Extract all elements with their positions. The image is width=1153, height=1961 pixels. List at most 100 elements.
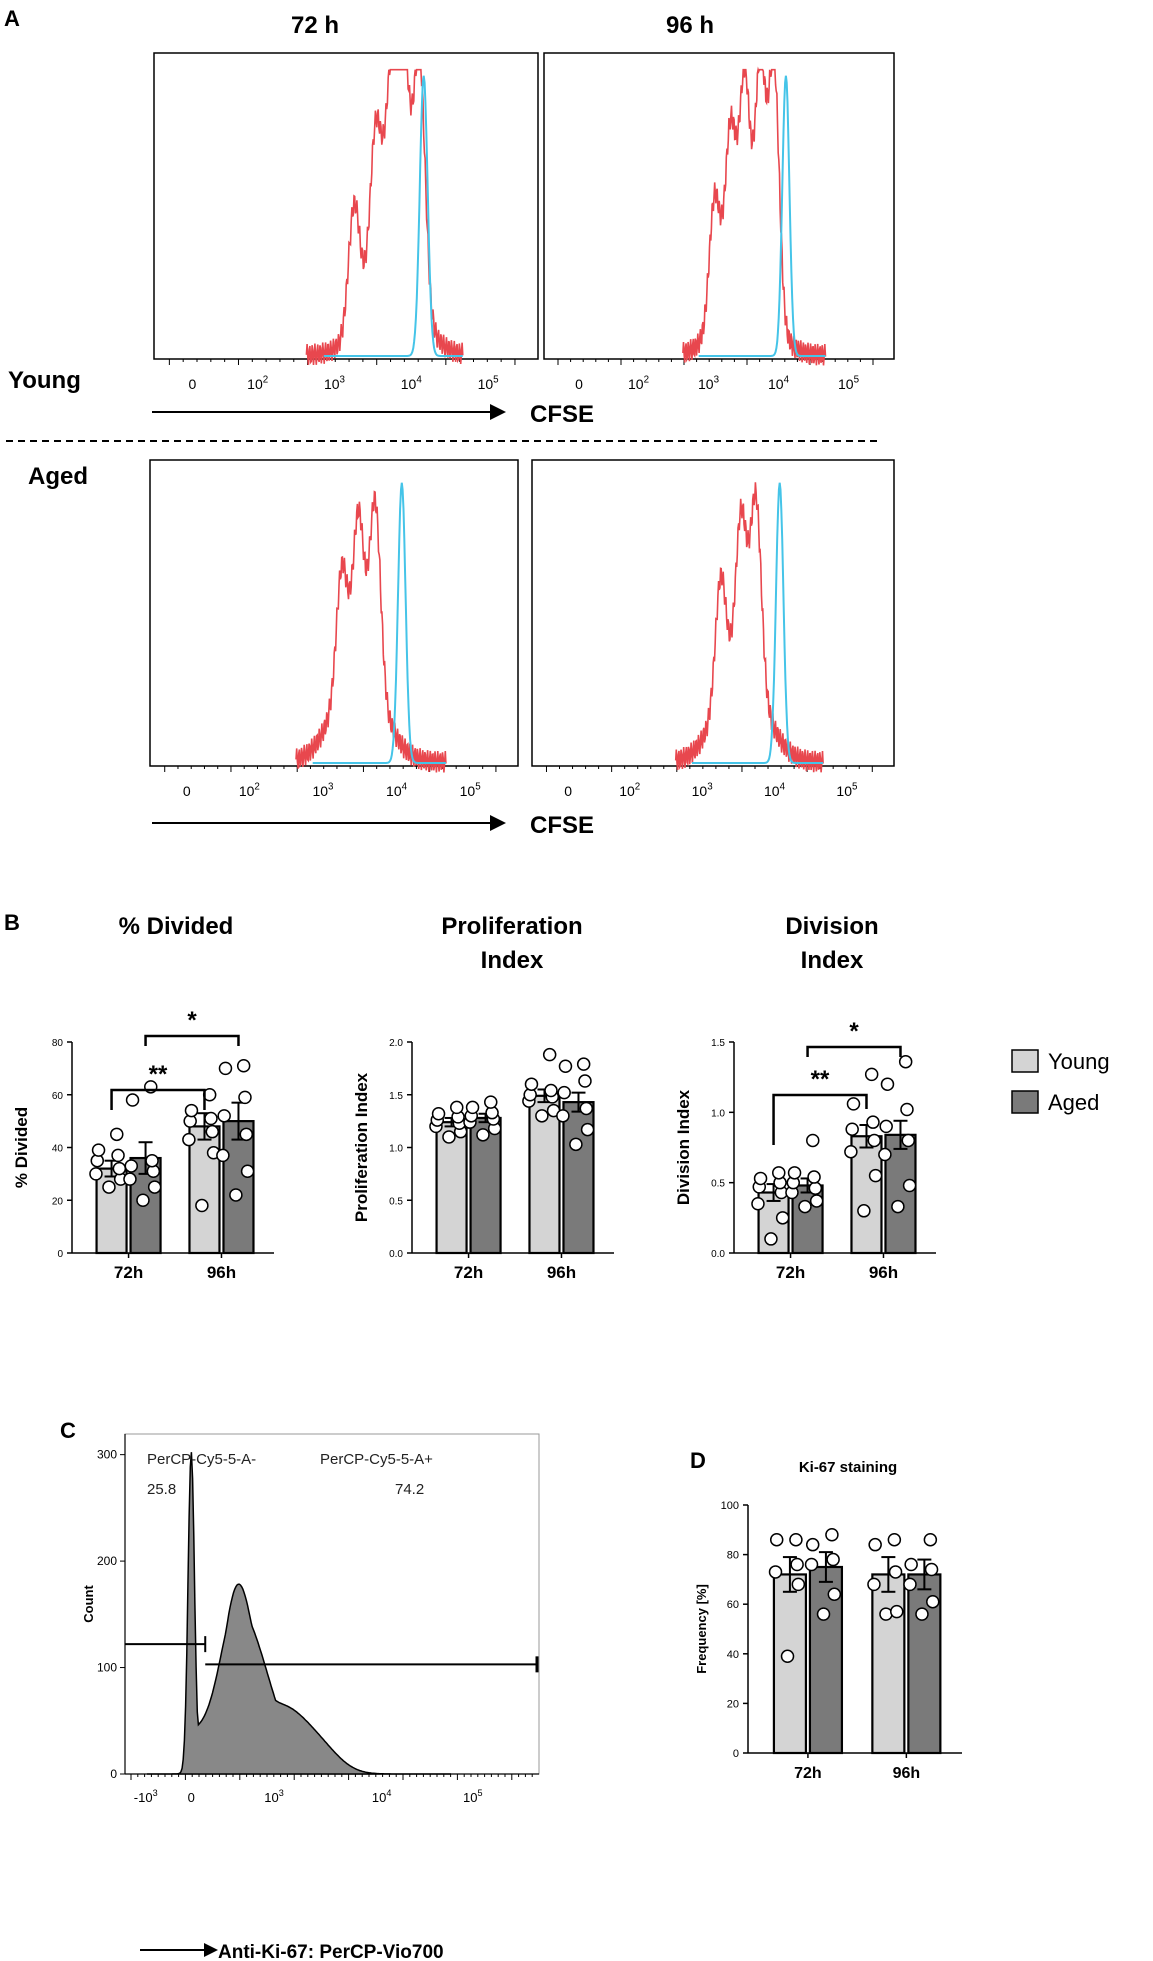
cfse-blue-histogram [312,482,446,764]
y-tick-label: 1.5 [711,1038,725,1049]
cfse-x-tick-label: 0 [189,376,197,392]
panel-c-label: C [60,1418,76,1443]
ki67-y-tick-label: 100 [97,1661,117,1675]
data-point [789,1532,803,1547]
ki67-frequency-chart: 0 20 40 60 80 100 Frequency [%] 72h 96h [694,1500,962,1782]
row-label-young: Young [8,367,81,394]
legend-swatch-aged [1011,1090,1039,1114]
significance-bracket [144,1034,240,1046]
y-tick-label: 60 [727,1599,739,1611]
cfse-blue-histogram [323,75,463,357]
x-category-label: 72h [114,1263,143,1282]
y-tick-label: 20 [727,1698,739,1710]
data-point [791,1577,806,1592]
data-point [542,1047,557,1062]
data-point [535,1109,549,1123]
cfse-axis-title-aged: CFSE [530,812,594,839]
ki67-x-tick-label: 105 [463,1788,483,1805]
cfse-x-tick-label: 102 [628,375,649,392]
cfse-x-tick-label: 104 [768,375,790,392]
data-point [888,1565,903,1579]
y-tick-label: 0.0 [389,1249,403,1260]
cfse-blue-histogram [698,75,826,357]
data-point [903,1577,917,1592]
data-point [236,1058,251,1073]
y-tick-label: 1.0 [711,1108,725,1119]
data-point [136,1193,150,1207]
data-point [866,1115,880,1129]
data-point [579,1101,594,1116]
data-point [229,1188,243,1202]
y-axis-label: Proliferation Index [352,1072,371,1222]
data-point [217,1109,231,1123]
ki67-histogram-area [147,1452,451,1775]
ki67-histogram: 0 100 200 300 Count -103 0 103 104 105 PerCP-Cy5-5… [81,1433,540,1961]
data-point [110,1127,124,1142]
data-point [484,1095,498,1109]
ki67-y-axis-label: Count [81,1585,96,1623]
data-point [431,1106,446,1121]
cfse-blue-histogram [692,482,824,764]
data-point [558,1059,573,1074]
cfse-axis-title-young: CFSE [530,401,594,428]
data-point [857,1204,871,1218]
cfse-x-tick-label: 102 [619,782,640,799]
data-point [476,1128,490,1142]
data-point [124,1159,139,1173]
data-point [809,1194,824,1208]
cfse-x-tick-label: 104 [386,782,408,799]
cfse-plot-frame [531,459,895,767]
cfse-x-tick-label: 104 [401,375,423,392]
cfse-x-tick-label: 105 [478,375,500,392]
row-label-aged: Aged [28,463,88,490]
data-point [557,1085,571,1100]
y-axis-label: Division Index [674,1089,693,1205]
significance-label: * [849,1018,859,1045]
y-tick-label: 40 [52,1144,64,1155]
ki67-x-tick-label: 104 [372,1788,392,1805]
y-axis-label: % Divided [12,1107,31,1188]
cfse-x-tick-label: 103 [312,782,334,799]
data-point [845,1122,859,1136]
data-point [790,1557,804,1572]
data-point [798,1199,812,1214]
bar-young-72h [772,1573,808,1755]
cfse-plot-frame [149,459,519,767]
data-point [902,1178,917,1193]
y-tick-label: 0 [57,1249,63,1260]
data-point [112,1161,127,1176]
ki67-y-tick-label: 300 [97,1448,117,1462]
cfse-x-tick-label: 0 [564,783,572,799]
data-point [901,1133,916,1148]
y-tick-label: 2.0 [389,1038,403,1049]
legend-label-aged: Aged [1048,1090,1099,1115]
data-point [184,1103,199,1118]
cfse-panel-aged-72h: 0 102 103 104 105 [149,459,519,799]
gate-negative-name: PerCP-Cy5-5-A- [147,1451,256,1468]
data-point [924,1562,939,1577]
data-point [904,1557,918,1572]
x-category-label: 96h [869,1263,898,1282]
data-point [844,1144,858,1159]
data-point [544,1083,558,1098]
ki67-title: Ki-67 staining [799,1459,897,1476]
legend: Young Aged [1011,1049,1110,1115]
gate-positive-value: 74.2 [395,1481,424,1498]
division-title-line2: Index [801,947,864,974]
y-tick-label: 0 [733,1748,739,1760]
data-point [753,1171,768,1186]
data-point [89,1167,103,1181]
gate-negative-value: 25.8 [147,1481,176,1498]
data-point [804,1557,819,1572]
data-point [868,1168,883,1183]
ki67-x-tick-label: -103 [134,1788,158,1805]
cfse-x-tick-label: 0 [575,376,583,392]
cfse-x-tick-label: 103 [692,782,714,799]
data-point [879,1607,893,1621]
data-point [915,1607,929,1621]
x-category-label: 72h [794,1765,822,1782]
data-point [218,1061,233,1076]
data-point [205,1124,220,1139]
